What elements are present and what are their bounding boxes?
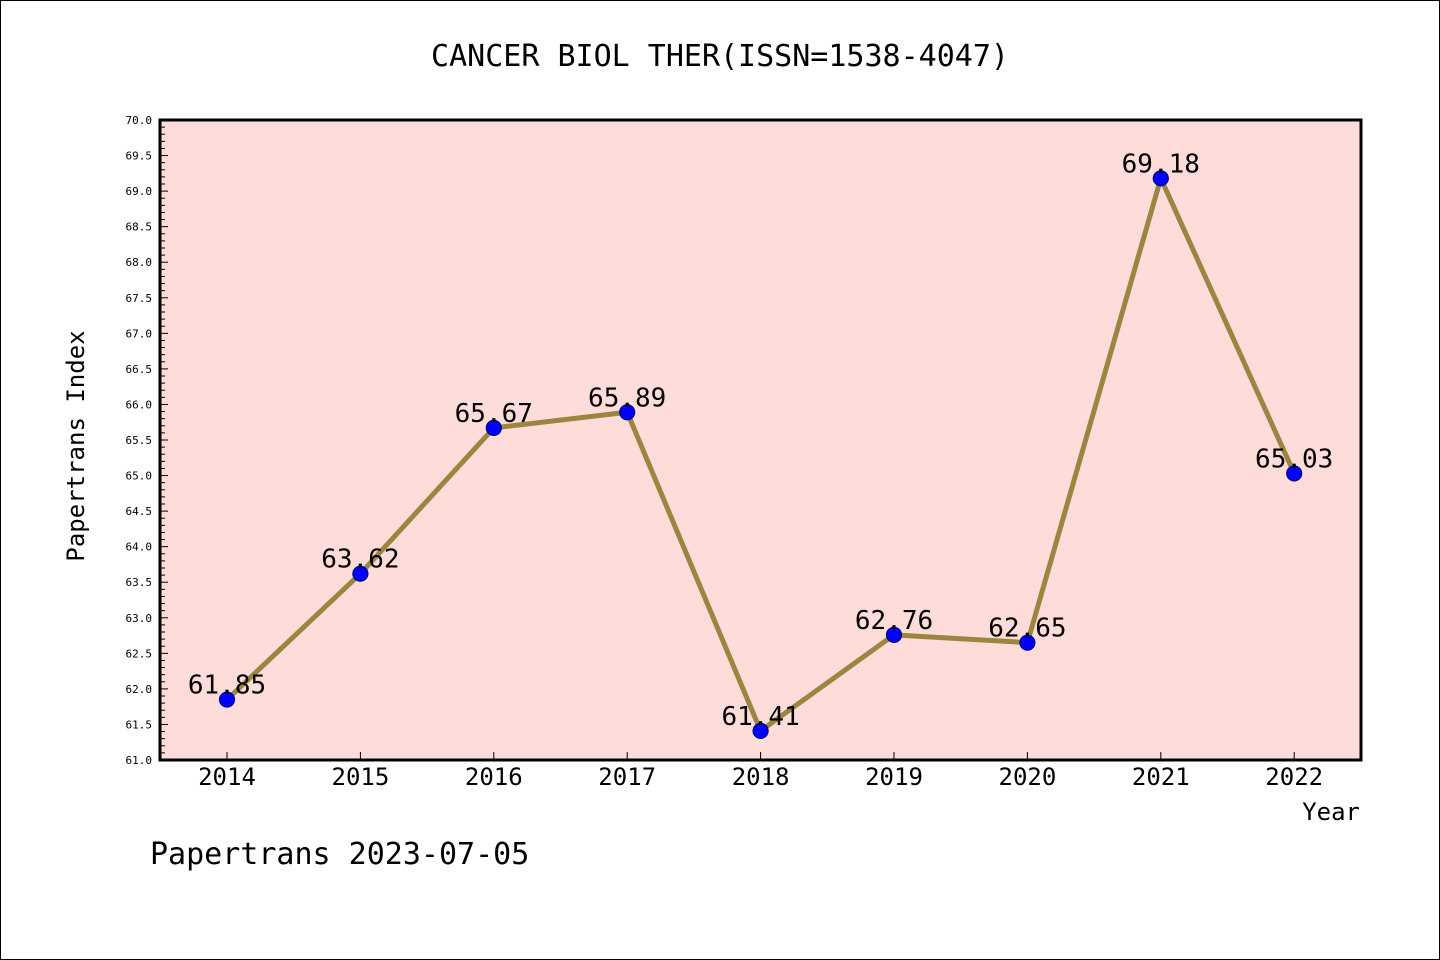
data-point	[485, 419, 502, 437]
y-axis-ticks: 61.0 61.5 62.0 62.5 63.0 63.5 64.0 64.5 65.0 65.5…	[126, 114, 168, 767]
y-tick-label: 61.0	[126, 754, 153, 767]
y-tick-label: 65.0	[126, 470, 153, 483]
chart-title: CANCER BIOL THER(ISSN=1538-4047)	[431, 39, 1009, 74]
y-tick-label: 64.0	[126, 541, 153, 554]
y-tick-label: 66.0	[126, 398, 153, 411]
y-tick-label: 65.5	[126, 434, 153, 447]
data-labels: 61.85 63.62 65.67 65.89 61.41 62.76 62.65 69.18…	[188, 149, 1333, 732]
y-tick-label: 64.5	[126, 505, 153, 518]
data-point	[885, 626, 903, 643]
data-label: 63.62	[321, 545, 399, 575]
data-markers	[218, 170, 1303, 739]
y-tick-label: 68.5	[126, 221, 153, 234]
data-label: 62.76	[855, 606, 933, 636]
x-tick-label: 2022	[1265, 763, 1323, 791]
data-point	[1152, 170, 1169, 187]
x-tick-label: 2019	[865, 763, 923, 791]
data-point	[619, 404, 636, 421]
data-label: 65.03	[1255, 444, 1333, 474]
x-tick-label: 2020	[999, 763, 1057, 791]
y-tick-label: 67.0	[126, 327, 153, 340]
y-tick-label: 61.5	[126, 718, 153, 731]
footer-text: Papertrans 2023-07-05	[150, 837, 529, 872]
y-tick-label: 67.5	[126, 292, 153, 305]
data-label: 62.65	[988, 614, 1066, 644]
x-tick-label: 2021	[1132, 763, 1190, 791]
data-point	[1019, 634, 1036, 651]
y-tick-label: 69.5	[126, 150, 153, 163]
x-axis-label: Year	[1302, 798, 1360, 826]
data-point	[352, 565, 369, 582]
data-label: 65.67	[455, 399, 533, 429]
x-axis-ticks: 2014 2015 2016 2017 2018 2019 2020 2021 2022	[198, 752, 1323, 791]
x-tick-label: 2016	[465, 763, 523, 791]
x-tick-label: 2014	[198, 763, 256, 791]
y-tick-label: 62.0	[126, 683, 153, 696]
plot-area	[160, 120, 1361, 760]
data-point	[1286, 465, 1303, 482]
y-tick-label: 68.0	[126, 256, 153, 269]
y-tick-label: 66.5	[126, 363, 153, 376]
y-tick-label: 69.0	[126, 185, 153, 198]
data-label: 69.18	[1122, 149, 1200, 179]
data-label: 61.41	[721, 702, 799, 732]
data-point	[218, 691, 236, 708]
y-tick-label: 63.5	[126, 576, 153, 589]
y-tick-label: 70.0	[126, 114, 153, 127]
x-tick-label: 2015	[332, 763, 390, 791]
data-label: 61.85	[188, 671, 266, 701]
plot-border	[158, 118, 1363, 762]
y-tick-label: 62.5	[126, 647, 153, 660]
x-tick-label: 2017	[598, 763, 656, 791]
data-point	[752, 722, 769, 739]
x-tick-label: 2018	[732, 763, 790, 791]
y-axis-label: Papertrans Index	[62, 330, 90, 561]
data-label: 65.89	[588, 383, 666, 413]
y-tick-label: 63.0	[126, 612, 153, 625]
